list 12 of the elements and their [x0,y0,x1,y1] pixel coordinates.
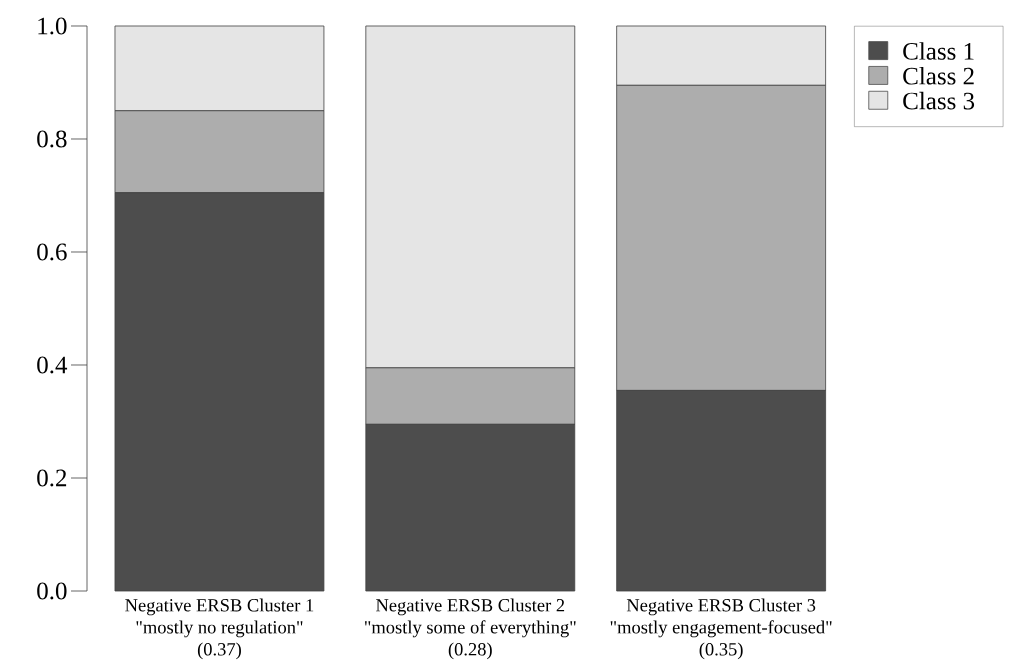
legend-label: Class 1 [903,42,974,60]
y-tick-label: 0.8 [37,130,67,148]
y-tick-label: 1.0 [38,17,67,35]
x-tick-label: Negative ERSB Cluster 3 "mostly engagement-focused" (0.35) [610,598,832,660]
legend-label: Class 3 [903,91,975,110]
x-tick-label: Negative ERSB Cluster 2 "mostly some of everything" (0.28) [364,598,576,660]
y-tick-label: 0.4 [37,356,68,374]
y-tick-label: 0.0 [37,582,67,600]
y-tick-label: 0.6 [37,243,67,261]
x-tick-label: Negative ERSB Cluster 1 "mostly no regulation" (0.37) [125,598,314,660]
y-tick-label: 0.2 [37,469,67,487]
legend-label: Class 2 [903,67,974,85]
